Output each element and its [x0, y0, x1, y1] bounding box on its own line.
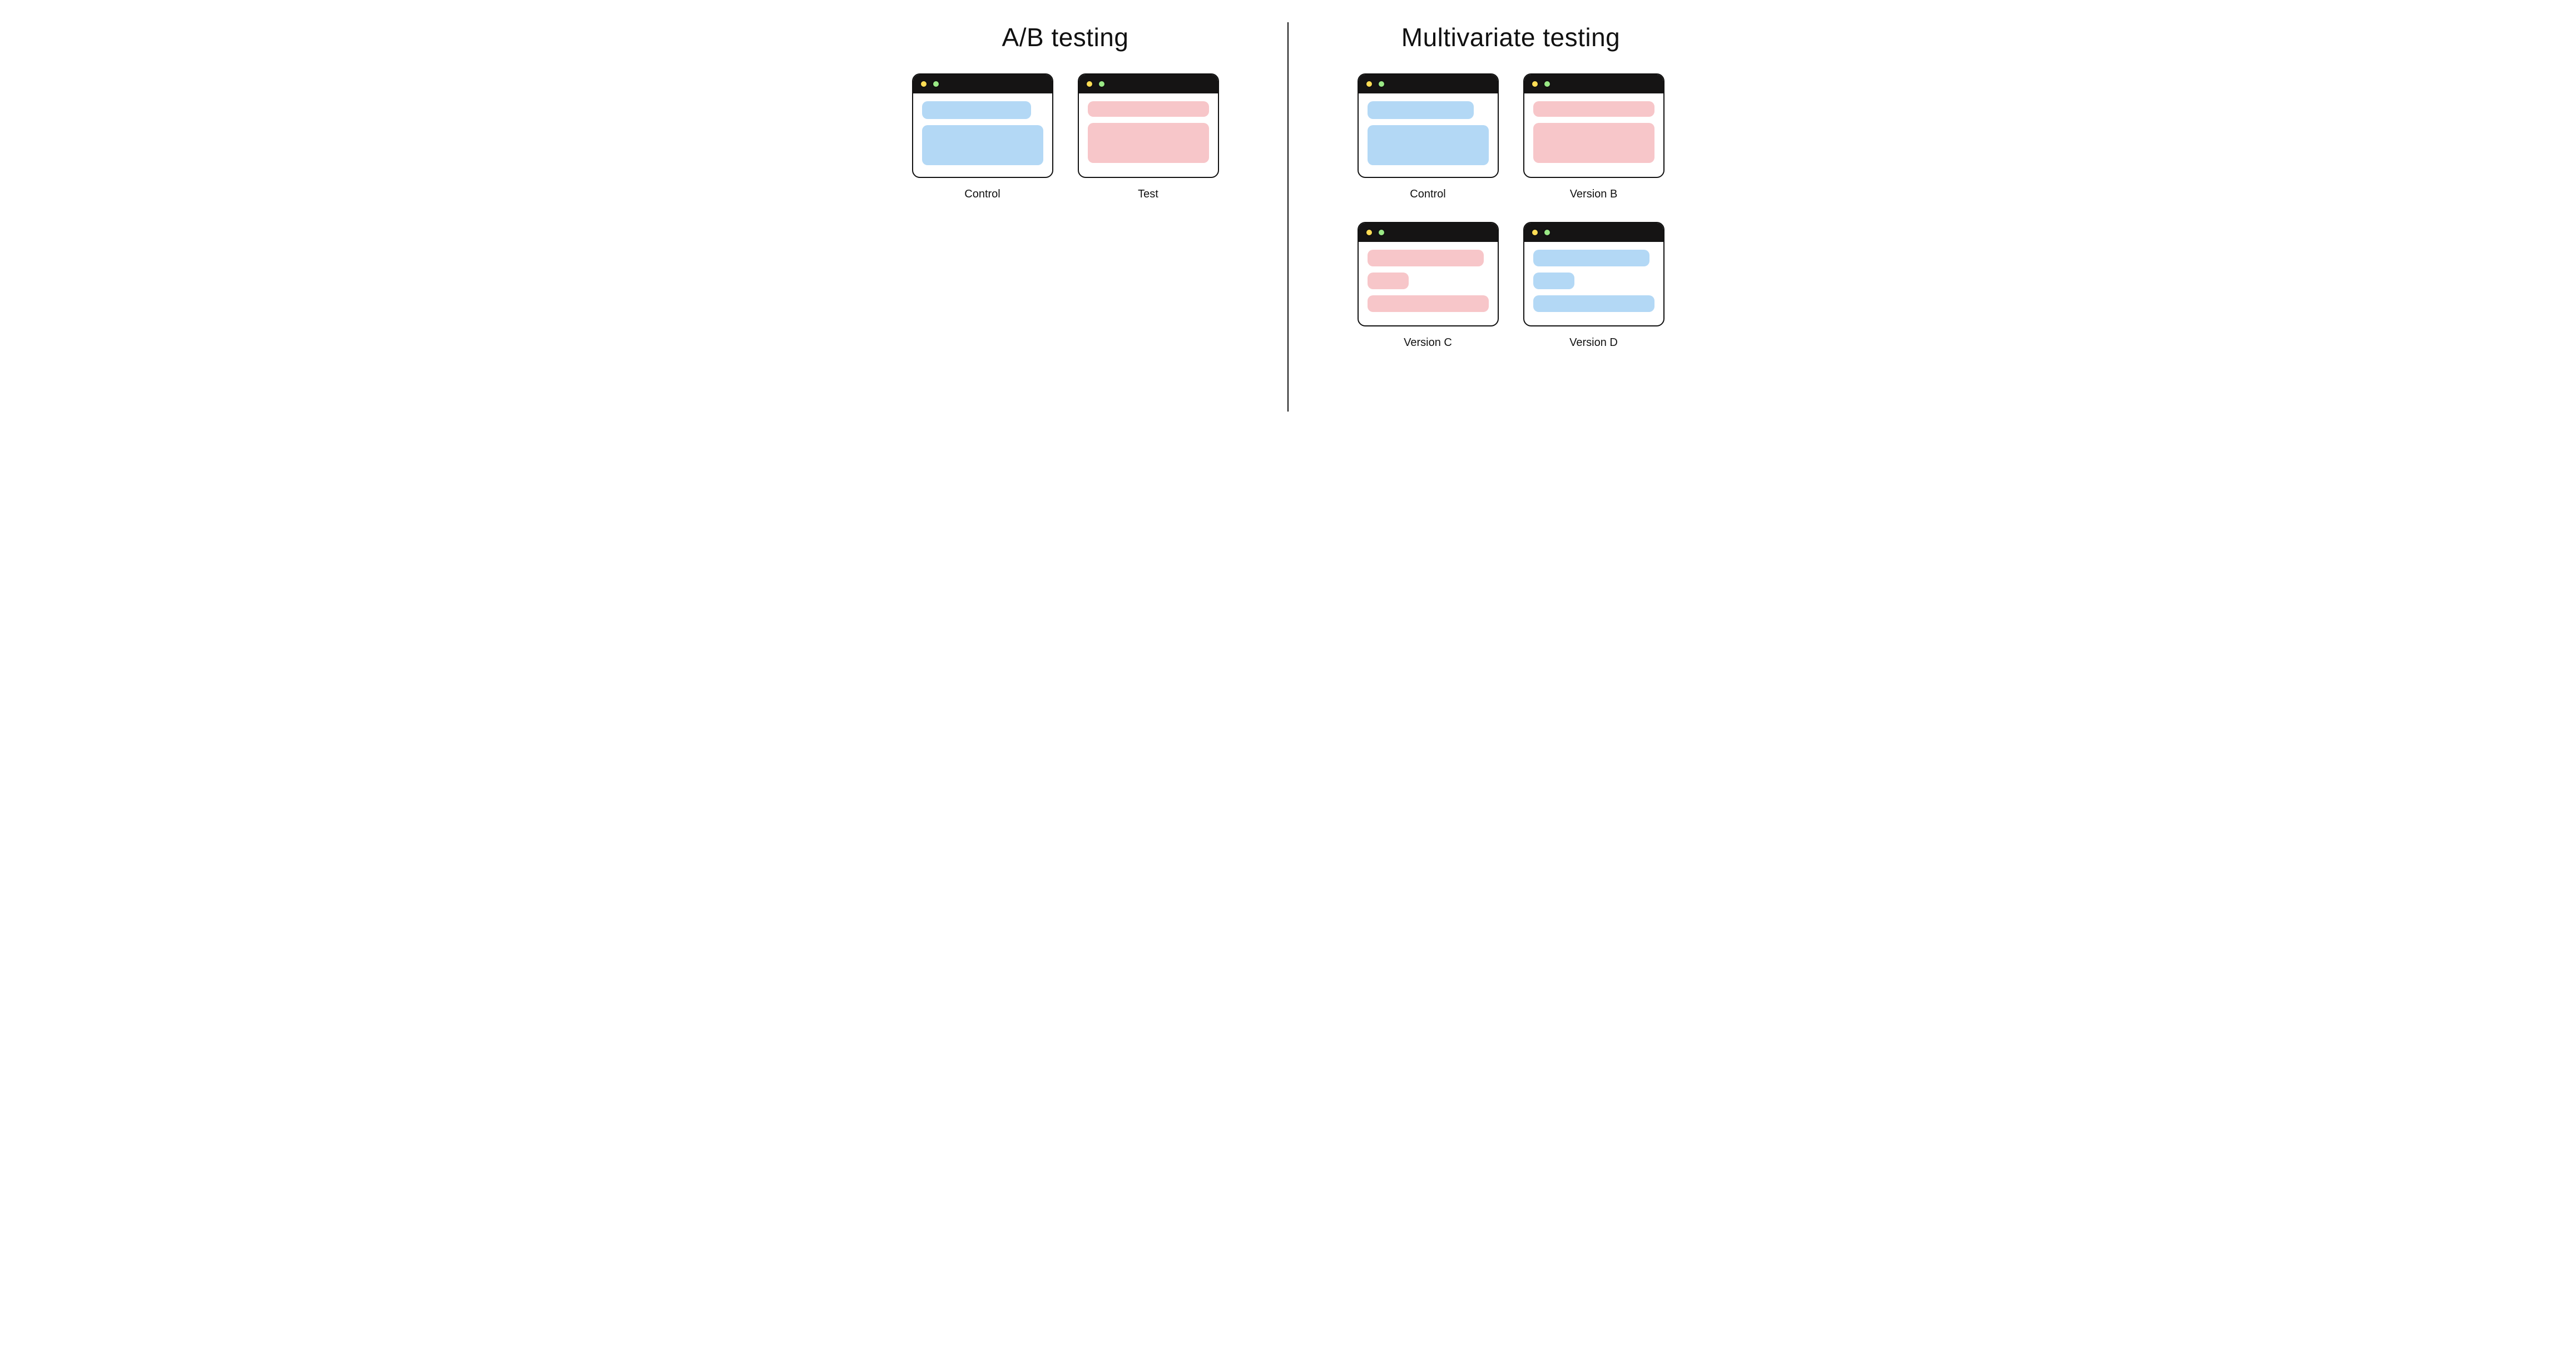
window-dot-green-icon	[1378, 80, 1385, 88]
browser-window	[1523, 73, 1665, 178]
ab-title: A/B testing	[871, 22, 1260, 52]
content-block	[1533, 123, 1654, 163]
browser-titlebar	[1524, 75, 1663, 93]
content-block	[1088, 123, 1209, 163]
content-block	[1368, 273, 1409, 289]
window-dot-green-icon	[1098, 80, 1106, 88]
content-block	[1533, 273, 1574, 289]
content-block	[1368, 125, 1489, 165]
browser-body	[1359, 93, 1498, 177]
content-block	[1533, 295, 1654, 312]
browser-titlebar	[1359, 75, 1498, 93]
content-block	[1088, 101, 1209, 117]
window-dot-green-icon	[932, 80, 940, 88]
card-label: Control	[964, 188, 1000, 201]
browser-window	[1358, 222, 1499, 326]
window-dot-yellow-icon	[1531, 80, 1539, 88]
mv-title: Multivariate testing	[1316, 22, 1705, 52]
window-dot-green-icon	[1378, 229, 1385, 236]
browser-window	[912, 73, 1053, 178]
browser-window	[1358, 73, 1499, 178]
browser-body	[1359, 242, 1498, 325]
content-block	[1533, 250, 1649, 266]
card-label: Test	[1138, 188, 1158, 201]
content-block	[1368, 101, 1474, 119]
content-block	[922, 125, 1043, 165]
card-label: Version B	[1570, 188, 1618, 201]
window-dot-yellow-icon	[1365, 80, 1373, 88]
content-block	[1533, 101, 1654, 117]
browser-body	[1079, 93, 1218, 177]
window-dot-green-icon	[1543, 229, 1551, 236]
card-label: Version C	[1404, 336, 1452, 349]
browser-titlebar	[1524, 223, 1663, 242]
browser-card: Control	[1358, 73, 1499, 201]
browser-body	[1524, 93, 1663, 177]
browser-titlebar	[1079, 75, 1218, 93]
mv-grid: Control Version B Version C Version D	[1316, 73, 1705, 349]
window-dot-yellow-icon	[1086, 80, 1093, 88]
ab-testing-column: A/B testing Control Test	[871, 22, 1260, 201]
browser-card: Version C	[1358, 222, 1499, 349]
multivariate-column: Multivariate testing Control Version B Ver…	[1316, 22, 1705, 349]
diagram-wrap: A/B testing Control Test Multivariate tes…	[871, 22, 1705, 412]
window-dot-yellow-icon	[920, 80, 928, 88]
browser-card: Version B	[1523, 73, 1665, 201]
window-dot-green-icon	[1543, 80, 1551, 88]
card-label: Control	[1410, 188, 1445, 201]
browser-window	[1523, 222, 1665, 326]
browser-card: Test	[1078, 73, 1219, 201]
browser-body	[913, 93, 1052, 177]
browser-card: Version D	[1523, 222, 1665, 349]
browser-titlebar	[913, 75, 1052, 93]
content-block	[922, 101, 1031, 119]
vertical-divider	[1287, 22, 1289, 412]
browser-window	[1078, 73, 1219, 178]
browser-card: Control	[912, 73, 1053, 201]
content-block	[1368, 250, 1484, 266]
card-label: Version D	[1569, 336, 1618, 349]
browser-titlebar	[1359, 223, 1498, 242]
browser-body	[1524, 242, 1663, 325]
content-block	[1368, 295, 1489, 312]
window-dot-yellow-icon	[1531, 229, 1539, 236]
window-dot-yellow-icon	[1365, 229, 1373, 236]
ab-grid: Control Test	[871, 73, 1260, 201]
